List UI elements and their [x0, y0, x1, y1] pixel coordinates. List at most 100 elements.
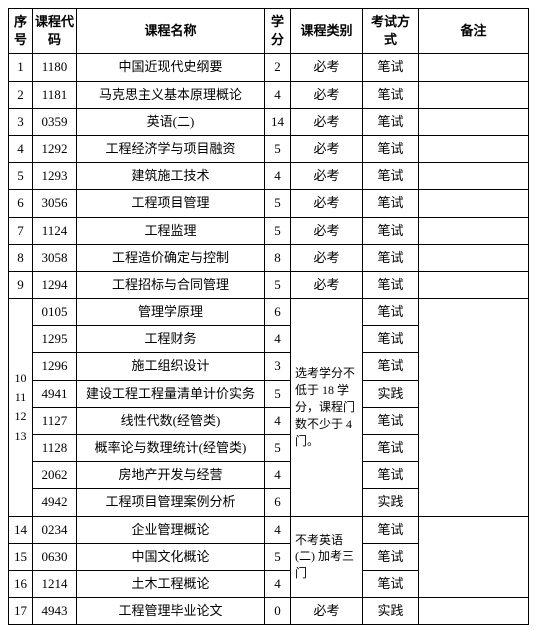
course-table: 序号 课程代码 课程名称 学分 课程类别 考试方式 备注 11180中国近现代史… — [8, 8, 529, 625]
cell-credit: 4 — [265, 326, 291, 353]
cell-name: 工程监理 — [77, 217, 265, 244]
cell-credit: 5 — [265, 380, 291, 407]
cell-exam: 笔试 — [363, 190, 419, 217]
cell-exam: 笔试 — [363, 81, 419, 108]
cell-name: 中国文化概论 — [77, 543, 265, 570]
cell-code: 4941 — [33, 380, 77, 407]
cell-code: 1127 — [33, 407, 77, 434]
table-row: 63056工程项目管理5必考笔试 — [9, 190, 529, 217]
cell-exam: 笔试 — [363, 299, 419, 326]
cell-exam: 笔试 — [363, 353, 419, 380]
cell-idx: 16 — [9, 570, 33, 597]
cell-exam: 笔试 — [363, 570, 419, 597]
cell-name: 土木工程概论 — [77, 570, 265, 597]
cell-credit: 0 — [265, 598, 291, 625]
cell-code: 1214 — [33, 570, 77, 597]
cell-credit: 14 — [265, 108, 291, 135]
cell-exam: 笔试 — [363, 435, 419, 462]
cell-name: 概率论与数理统计(经管类) — [77, 435, 265, 462]
cell-credit: 4 — [265, 516, 291, 543]
cell-exam: 笔试 — [363, 516, 419, 543]
cell-name: 中国近现代史纲要 — [77, 54, 265, 81]
cell-type: 必考 — [291, 598, 363, 625]
header-row: 序号 课程代码 课程名称 学分 课程类别 考试方式 备注 — [9, 9, 529, 54]
cell-idx: 1 — [9, 54, 33, 81]
cell-type-merged: 不考英语(二) 加考三门 — [291, 516, 363, 598]
cell-code: 0630 — [33, 543, 77, 570]
cell-name: 企业管理概论 — [77, 516, 265, 543]
cell-exam: 笔试 — [363, 244, 419, 271]
cell-credit: 5 — [265, 435, 291, 462]
cell-credit: 5 — [265, 217, 291, 244]
cell-idx-merged: 10111213 — [9, 299, 33, 517]
cell-credit: 6 — [265, 489, 291, 516]
cell-code: 0234 — [33, 516, 77, 543]
cell-code: 1124 — [33, 217, 77, 244]
header-credit: 学分 — [265, 9, 291, 54]
cell-code: 2062 — [33, 462, 77, 489]
cell-credit: 3 — [265, 353, 291, 380]
cell-name: 工程经济学与项目融资 — [77, 135, 265, 162]
header-idx: 序号 — [9, 9, 33, 54]
cell-idx: 14 — [9, 516, 33, 543]
table-row: 30359英语(二)14必考笔试 — [9, 108, 529, 135]
cell-code: 1292 — [33, 135, 77, 162]
cell-idx: 17 — [9, 598, 33, 625]
table-row: 21181马克思主义基本原理概论4必考笔试 — [9, 81, 529, 108]
cell-name: 马克思主义基本原理概论 — [77, 81, 265, 108]
cell-credit: 8 — [265, 244, 291, 271]
cell-name: 工程造价确定与控制 — [77, 244, 265, 271]
cell-exam: 实践 — [363, 489, 419, 516]
cell-exam: 笔试 — [363, 462, 419, 489]
cell-type: 必考 — [291, 54, 363, 81]
cell-note — [419, 108, 529, 135]
cell-exam: 笔试 — [363, 407, 419, 434]
cell-exam: 笔试 — [363, 108, 419, 135]
cell-exam: 笔试 — [363, 135, 419, 162]
cell-credit: 4 — [265, 462, 291, 489]
cell-name: 工程管理毕业论文 — [77, 598, 265, 625]
cell-idx: 4 — [9, 135, 33, 162]
cell-idx: 3 — [9, 108, 33, 135]
cell-code: 1295 — [33, 326, 77, 353]
table-row: 174943工程管理毕业论文0必考实践 — [9, 598, 529, 625]
cell-code: 1293 — [33, 163, 77, 190]
cell-name: 管理学原理 — [77, 299, 265, 326]
table-row: 11180中国近现代史纲要2必考笔试 — [9, 54, 529, 81]
cell-name: 工程招标与合同管理 — [77, 271, 265, 298]
cell-note — [419, 217, 529, 244]
cell-idx: 7 — [9, 217, 33, 244]
cell-exam: 笔试 — [363, 217, 419, 244]
cell-idx: 5 — [9, 163, 33, 190]
header-exam: 考试方式 — [363, 9, 419, 54]
cell-type: 必考 — [291, 244, 363, 271]
table-row: 83058工程造价确定与控制8必考笔试 — [9, 244, 529, 271]
cell-note — [419, 271, 529, 298]
cell-type: 必考 — [291, 81, 363, 108]
cell-credit: 5 — [265, 135, 291, 162]
cell-type: 必考 — [291, 190, 363, 217]
cell-code: 4943 — [33, 598, 77, 625]
cell-name: 建筑施工技术 — [77, 163, 265, 190]
cell-credit: 4 — [265, 81, 291, 108]
cell-idx: 15 — [9, 543, 33, 570]
cell-name: 英语(二) — [77, 108, 265, 135]
table-row: 51293建筑施工技术4必考笔试 — [9, 163, 529, 190]
table-row: 140234企业管理概论4不考英语(二) 加考三门笔试 — [9, 516, 529, 543]
cell-idx: 9 — [9, 271, 33, 298]
cell-code: 1180 — [33, 54, 77, 81]
cell-exam: 笔试 — [363, 543, 419, 570]
cell-note — [419, 81, 529, 108]
cell-code: 0105 — [33, 299, 77, 326]
cell-code: 3056 — [33, 190, 77, 217]
cell-credit: 2 — [265, 54, 291, 81]
cell-type: 必考 — [291, 271, 363, 298]
cell-idx: 6 — [9, 190, 33, 217]
cell-credit: 6 — [265, 299, 291, 326]
cell-note-merged — [419, 516, 529, 598]
cell-code: 1296 — [33, 353, 77, 380]
cell-name: 房地产开发与经营 — [77, 462, 265, 489]
header-note: 备注 — [419, 9, 529, 54]
header-type: 课程类别 — [291, 9, 363, 54]
cell-credit: 5 — [265, 190, 291, 217]
